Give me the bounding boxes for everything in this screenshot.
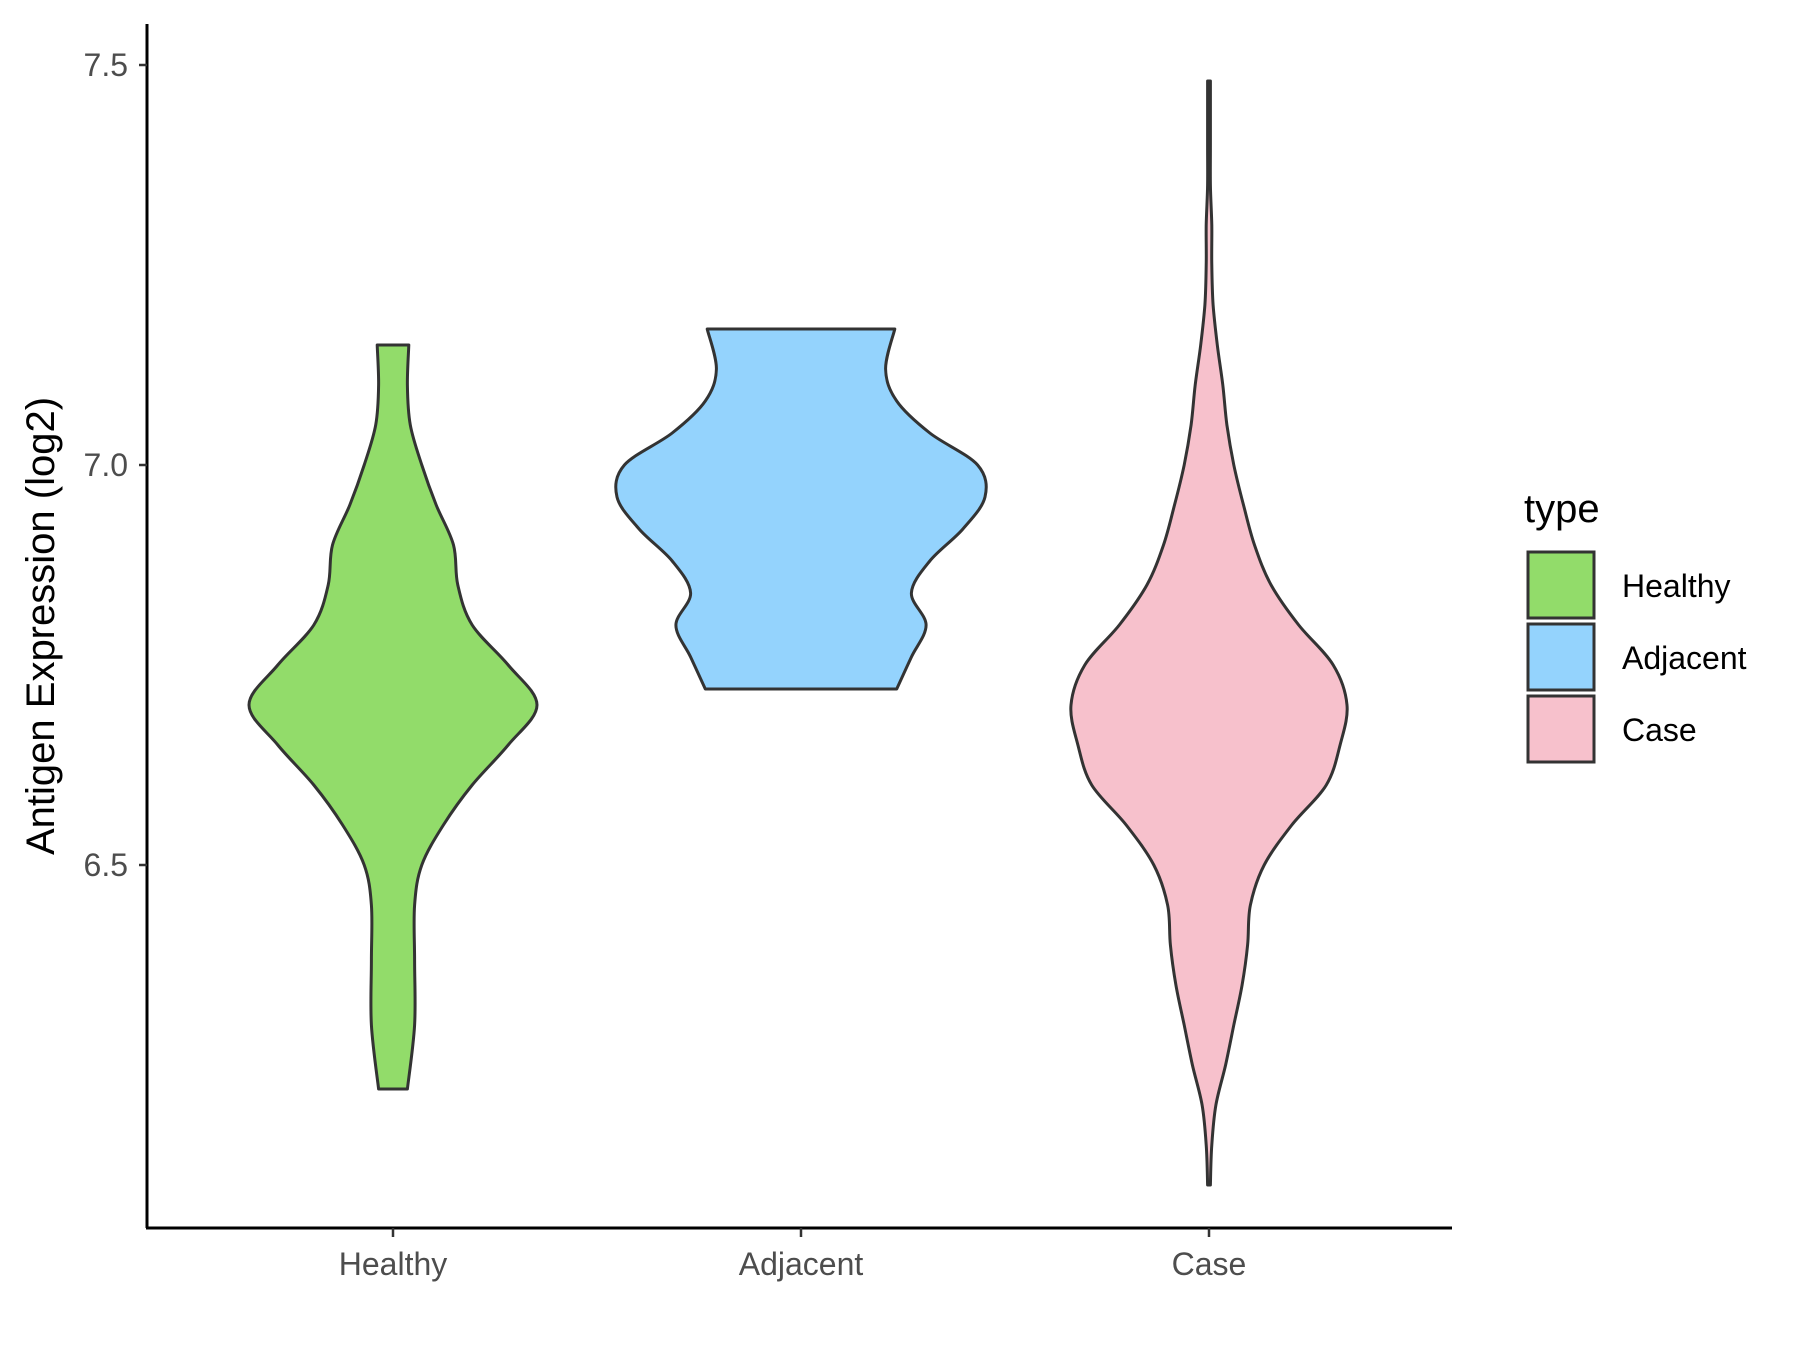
y-tick-label: 7.0 [84, 447, 128, 483]
legend-key-adjacent [1526, 622, 1596, 692]
legend-label-healthy: Healthy [1622, 568, 1731, 604]
violin-case [1069, 79, 1349, 1187]
x-tick-label: Adjacent [739, 1246, 864, 1282]
y-tick-label: 6.5 [84, 847, 128, 883]
legend-label-adjacent: Adjacent [1622, 640, 1747, 676]
violin-adjacent [614, 327, 988, 691]
x-axis-ticks: Healthy Adjacent Case [339, 1228, 1247, 1282]
legend: type Healthy Adjacent Case [1524, 487, 1747, 764]
violin-healthy [247, 343, 539, 1091]
legend-label-case: Case [1622, 712, 1697, 748]
violin-layer [247, 79, 1349, 1187]
legend-key-case [1526, 694, 1596, 764]
x-tick-label: Healthy [339, 1246, 448, 1282]
x-tick-label: Case [1172, 1246, 1247, 1282]
y-tick-label: 7.5 [84, 47, 128, 83]
legend-title: type [1524, 487, 1600, 531]
y-axis-title: Antigen Expression (log2) [19, 397, 63, 855]
y-axis-ticks: 6.5 7.0 7.5 [84, 47, 147, 883]
legend-key-healthy [1526, 550, 1596, 620]
